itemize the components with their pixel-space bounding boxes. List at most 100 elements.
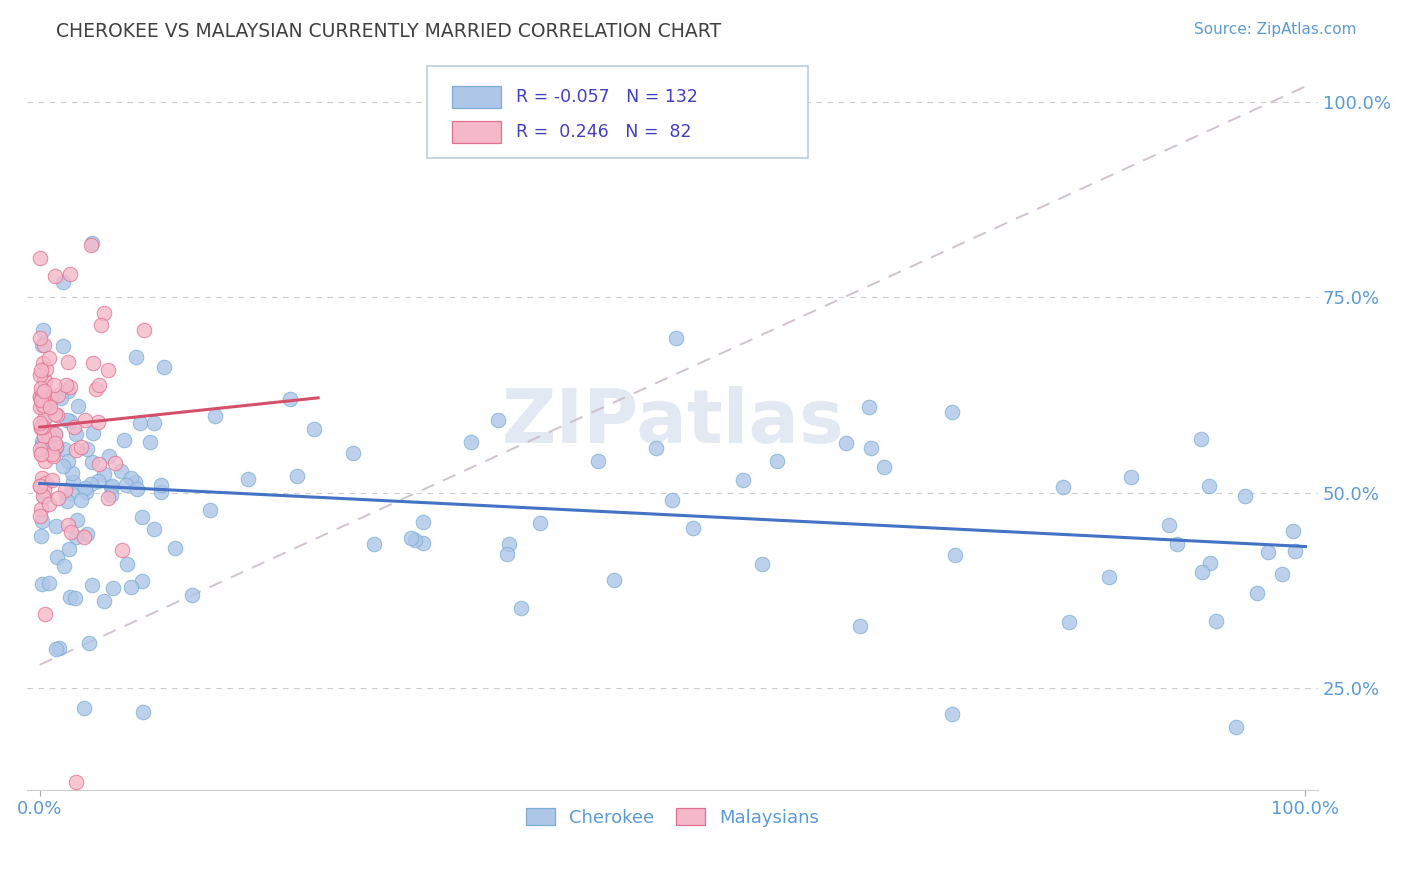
Point: [44, 427, 66, 442]
Point: [404, 533, 426, 547]
Point: [48, 491, 70, 505]
Point: [342, 445, 364, 459]
Point: [62, 475, 84, 490]
Point: [115, 477, 138, 491]
Point: [150, 478, 173, 492]
Point: [1198, 479, 1220, 493]
Point: [30, 447, 52, 461]
Point: [132, 705, 155, 719]
Point: [34, 483, 56, 497]
Point: [58, 355, 80, 369]
Point: [204, 409, 226, 423]
Point: [1166, 536, 1188, 550]
Point: [73, 700, 96, 714]
Point: [32, 412, 55, 426]
Point: [31, 434, 53, 448]
Point: [60, 466, 83, 480]
Point: [198, 503, 221, 517]
Point: [82, 355, 104, 369]
Point: [131, 574, 153, 588]
Point: [30, 400, 52, 414]
Point: [97, 363, 120, 377]
Point: [32, 490, 55, 504]
Point: [44, 436, 66, 450]
Point: [62, 420, 84, 434]
Point: [1233, 489, 1256, 503]
Point: [28, 389, 51, 403]
Point: [77, 636, 100, 650]
Point: [945, 548, 967, 562]
Point: [766, 454, 789, 468]
Point: [31, 490, 53, 504]
Point: [132, 323, 155, 337]
Point: [42, 377, 65, 392]
Point: [104, 456, 127, 470]
Point: [1052, 480, 1074, 494]
Point: [63, 591, 86, 605]
Text: R =  0.246   N =  82: R = 0.246 N = 82: [516, 123, 692, 141]
Point: [287, 469, 309, 483]
Point: [1257, 544, 1279, 558]
Point: [55, 483, 77, 498]
Point: [41, 474, 63, 488]
Point: [38, 575, 60, 590]
Point: [45, 440, 67, 454]
Point: [181, 588, 204, 602]
Point: [30, 501, 52, 516]
Point: [302, 421, 325, 435]
Point: [1191, 565, 1213, 579]
Point: [31, 438, 53, 452]
Point: [48, 641, 70, 656]
Point: [112, 433, 135, 447]
Point: [586, 453, 609, 467]
Point: [733, 473, 755, 487]
Point: [93, 467, 115, 481]
Point: [115, 557, 138, 571]
Point: [52, 559, 75, 574]
Point: [124, 475, 146, 489]
Point: [39, 400, 62, 414]
Point: [31, 514, 53, 528]
Point: [1057, 615, 1080, 630]
Point: [65, 775, 87, 789]
Point: [55, 377, 77, 392]
Point: [120, 581, 142, 595]
Point: [34, 375, 56, 389]
Point: [53, 442, 76, 456]
Point: [44, 407, 66, 421]
Point: [46, 408, 69, 422]
Point: [73, 530, 96, 544]
Point: [28, 416, 51, 430]
Point: [139, 435, 162, 450]
Point: [31, 398, 53, 412]
Point: [82, 455, 104, 469]
Point: [603, 574, 626, 588]
Text: R = -0.057   N = 132: R = -0.057 N = 132: [516, 88, 699, 106]
Point: [45, 439, 67, 453]
Point: [34, 607, 56, 622]
Point: [52, 275, 75, 289]
Point: [1159, 518, 1181, 533]
Point: [486, 412, 509, 426]
Point: [835, 435, 858, 450]
Point: [1119, 469, 1142, 483]
FancyBboxPatch shape: [427, 66, 808, 158]
Point: [56, 413, 79, 427]
Point: [28, 368, 51, 383]
Point: [28, 508, 51, 523]
Point: [30, 442, 52, 456]
Point: [30, 390, 52, 404]
Point: [1282, 524, 1305, 538]
Point: [90, 318, 112, 332]
Legend: Cherokee, Malaysians: Cherokee, Malaysians: [517, 799, 828, 836]
Point: [41, 449, 63, 463]
Point: [69, 493, 91, 508]
Point: [45, 641, 67, 656]
Point: [58, 541, 80, 556]
Point: [32, 420, 55, 434]
Point: [31, 419, 53, 434]
Point: [399, 531, 422, 545]
Point: [858, 400, 880, 414]
Point: [32, 428, 55, 442]
Point: [751, 558, 773, 572]
